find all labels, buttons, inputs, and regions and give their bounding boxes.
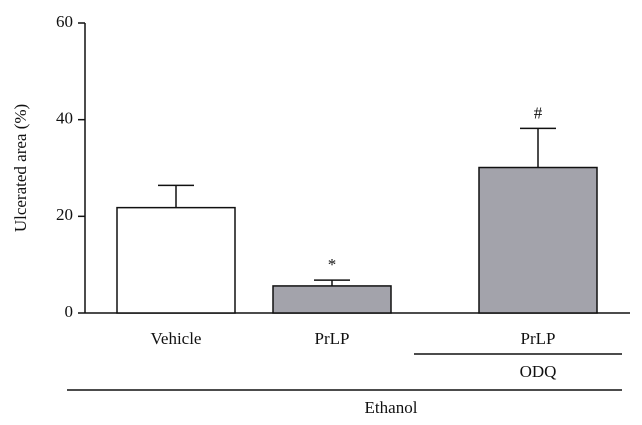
- y-tick-label: 20: [56, 205, 73, 224]
- annotation: #: [534, 103, 543, 122]
- annotation: *: [328, 255, 337, 274]
- bar: [272, 285, 392, 314]
- y-axis-label: Ulcerated area (%): [11, 104, 30, 232]
- x-tick-label: Vehicle: [151, 329, 202, 348]
- bar: [116, 206, 236, 314]
- y-tick-label: 0: [65, 302, 74, 321]
- y-tick-label: 60: [56, 12, 73, 31]
- x-tick-label: PrLP: [315, 329, 350, 348]
- group-label: ODQ: [520, 362, 557, 381]
- bar: [478, 166, 598, 314]
- group-label: Ethanol: [365, 398, 418, 417]
- y-tick-label: 40: [56, 109, 73, 128]
- x-tick-label: PrLP: [521, 329, 556, 348]
